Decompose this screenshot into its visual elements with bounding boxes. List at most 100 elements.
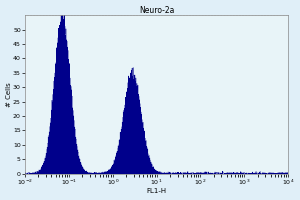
Bar	[146, 146, 147, 174]
Bar	[26, 173, 27, 174]
Bar	[212, 173, 213, 174]
Bar	[158, 172, 159, 174]
Bar	[73, 116, 74, 174]
Bar	[97, 173, 98, 174]
Title: Neuro-2a: Neuro-2a	[139, 6, 174, 15]
Bar	[191, 173, 192, 174]
Bar	[246, 173, 247, 174]
Bar	[179, 173, 180, 174]
Bar	[176, 173, 177, 174]
Bar	[154, 170, 155, 174]
Bar	[111, 167, 112, 174]
Bar	[57, 43, 58, 174]
Bar	[236, 173, 237, 174]
Bar	[50, 123, 51, 174]
Bar	[31, 173, 32, 174]
Bar	[94, 172, 95, 174]
Bar	[59, 25, 60, 174]
Bar	[256, 173, 257, 174]
X-axis label: FL1-H: FL1-H	[146, 188, 167, 194]
Bar	[89, 173, 90, 174]
Bar	[90, 173, 91, 174]
Bar	[93, 173, 94, 174]
Bar	[72, 108, 73, 174]
Bar	[86, 171, 87, 174]
Bar	[254, 173, 255, 174]
Bar	[64, 26, 65, 174]
Bar	[203, 173, 204, 174]
Bar	[105, 172, 106, 174]
Bar	[85, 171, 86, 174]
Bar	[183, 173, 184, 174]
Bar	[237, 173, 238, 174]
Bar	[274, 173, 275, 174]
Bar	[141, 114, 142, 174]
Bar	[117, 151, 118, 174]
Bar	[65, 35, 66, 174]
Bar	[113, 164, 114, 174]
Bar	[39, 170, 40, 174]
Bar	[82, 168, 83, 174]
Bar	[142, 123, 143, 174]
Bar	[54, 77, 55, 174]
Bar	[38, 172, 39, 174]
Bar	[202, 173, 203, 174]
Bar	[126, 92, 127, 174]
Bar	[98, 173, 99, 174]
Bar	[165, 173, 166, 174]
Bar	[130, 73, 131, 174]
Bar	[211, 173, 212, 174]
Bar	[143, 128, 144, 174]
Bar	[233, 172, 234, 174]
Bar	[33, 173, 34, 174]
Bar	[193, 173, 194, 174]
Bar	[34, 173, 35, 174]
Bar	[181, 173, 182, 174]
Bar	[253, 173, 254, 174]
Bar	[135, 81, 136, 174]
Bar	[214, 173, 215, 174]
Bar	[123, 112, 124, 174]
Bar	[156, 171, 157, 174]
Bar	[232, 173, 233, 174]
Bar	[167, 173, 168, 174]
Bar	[61, 15, 62, 174]
Bar	[47, 147, 48, 174]
Bar	[55, 64, 56, 174]
Bar	[220, 173, 221, 174]
Bar	[101, 173, 102, 174]
Bar	[239, 173, 240, 174]
Bar	[75, 137, 76, 174]
Bar	[51, 110, 52, 174]
Bar	[78, 156, 79, 174]
Bar	[134, 75, 135, 174]
Bar	[44, 159, 45, 174]
Bar	[164, 173, 165, 174]
Bar	[148, 156, 149, 174]
Bar	[151, 163, 152, 174]
Bar	[96, 173, 97, 174]
Bar	[272, 173, 273, 174]
Bar	[226, 173, 227, 174]
Y-axis label: # Cells: # Cells	[6, 82, 12, 107]
Bar	[265, 173, 266, 174]
Bar	[110, 169, 111, 174]
Bar	[63, 19, 64, 174]
Bar	[77, 150, 78, 174]
Bar	[114, 161, 115, 174]
Bar	[108, 170, 109, 174]
Bar	[76, 144, 77, 174]
Bar	[161, 173, 162, 174]
Bar	[37, 172, 38, 174]
Bar	[259, 173, 260, 174]
Bar	[95, 173, 96, 174]
Bar	[99, 173, 100, 174]
Bar	[262, 173, 263, 174]
Bar	[136, 84, 137, 174]
Bar	[188, 173, 189, 174]
Bar	[104, 172, 105, 174]
Bar	[205, 172, 206, 174]
Bar	[277, 173, 278, 174]
Bar	[224, 173, 225, 174]
Bar	[152, 167, 153, 174]
